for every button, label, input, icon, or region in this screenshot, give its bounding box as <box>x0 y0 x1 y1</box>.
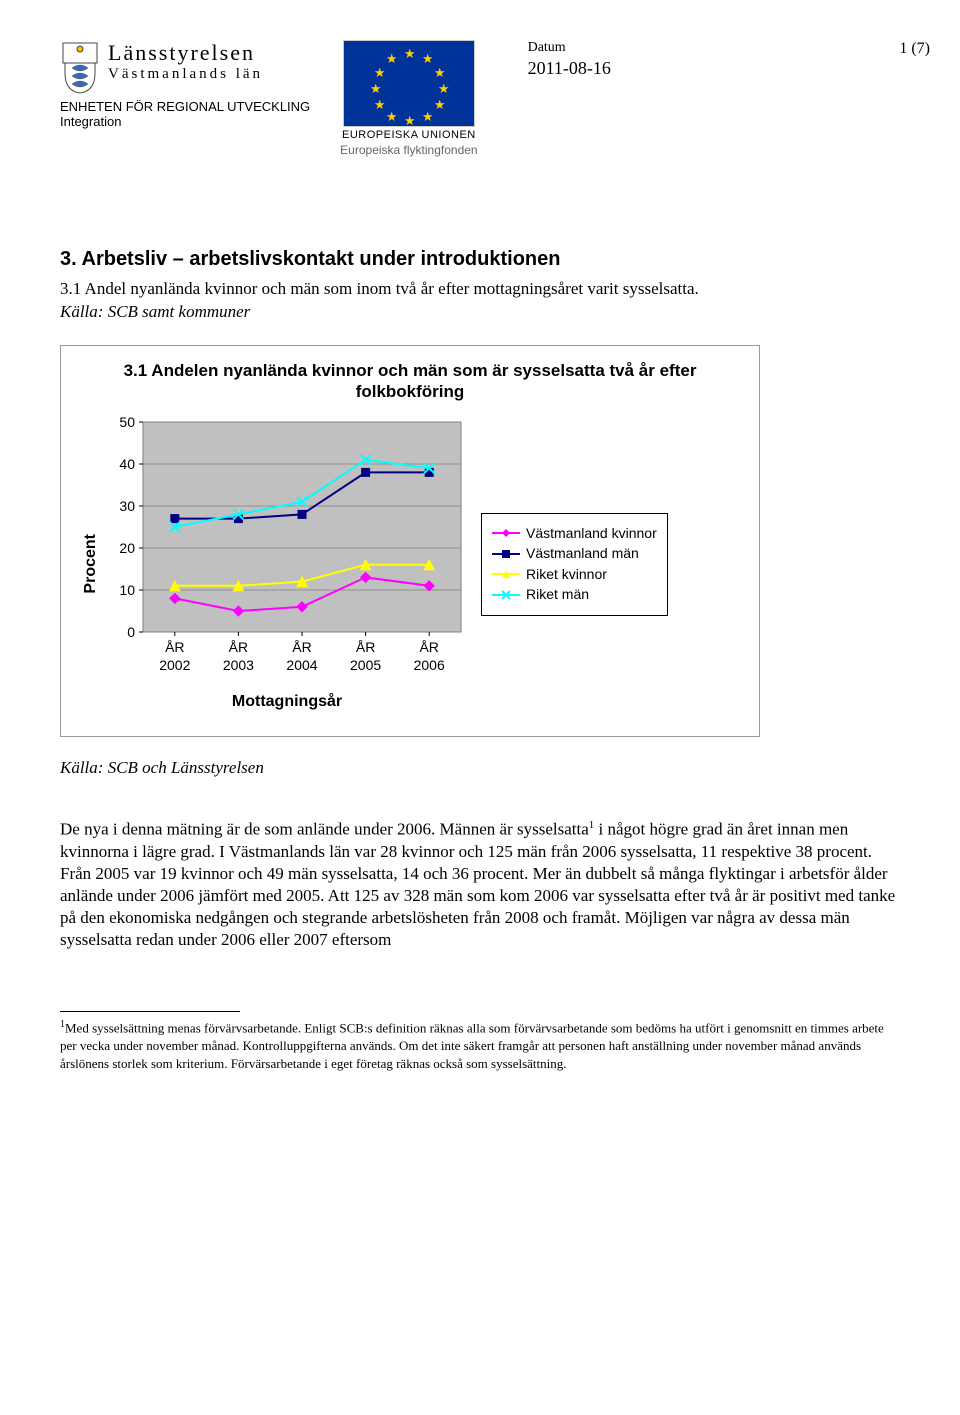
svg-text:50: 50 <box>119 416 135 430</box>
legend-label: Västmanland män <box>526 545 639 563</box>
chart-ylabel: Procent <box>81 534 101 594</box>
legend-label: Västmanland kvinnor <box>526 525 657 543</box>
svg-text:ÅR: ÅR <box>229 639 248 655</box>
svg-text:2005: 2005 <box>350 657 381 673</box>
chart-svg: 0 10 20 30 40 50 ÅR 2002 ÅR 2003 ÅR 2004 ÅR 2005 ÅR 200… <box>107 416 467 686</box>
body-p2: i något högre grad än året innan men kvi… <box>60 820 895 949</box>
source-top: Källa: SCB samt kommuner <box>60 301 900 322</box>
section-heading: 3. Arbetsliv – arbetslivskontakt under i… <box>60 247 900 272</box>
svg-text:30: 30 <box>119 498 135 514</box>
unit-line1: ENHETEN FÖR REGIONAL UTVECKLING <box>60 99 310 114</box>
lansstyrelsen-logo: Länsstyrelsen Västmanlands län <box>60 40 310 95</box>
page-number: 1 (7) <box>899 40 930 58</box>
svg-text:40: 40 <box>119 456 135 472</box>
body-p1: De nya i denna mätning är de som anlände… <box>60 820 589 839</box>
chart-legend: Västmanland kvinnor Västmanland män Riket … <box>481 513 668 616</box>
svg-text:2003: 2003 <box>223 657 254 673</box>
eu-logo: ★ ★ ★ ★ ★ ★ ★ ★ ★ ★ ★ ★ EUROPEISKA UNION… <box>340 40 477 157</box>
svg-text:20: 20 <box>119 540 135 556</box>
svg-text:2004: 2004 <box>286 657 317 673</box>
legend-item: Riket män <box>492 586 657 604</box>
legend-item: Västmanland män <box>492 545 657 563</box>
footnote: 1Med sysselsättning menas förvärvsarbeta… <box>60 1018 900 1072</box>
legend-item: Riket kvinnor <box>492 566 657 584</box>
chart-xlabel: Mottagningsår <box>107 692 467 712</box>
header: Länsstyrelsen Västmanlands län ENHETEN F… <box>60 40 900 157</box>
crest-icon <box>60 40 100 95</box>
footnote-rule <box>60 1011 240 1012</box>
body-paragraph: De nya i denna mätning är de som anlände… <box>60 818 900 951</box>
legend-item: Västmanland kvinnor <box>492 525 657 543</box>
section-subheading: 3.1 Andel nyanlända kvinnor och män som … <box>60 278 900 299</box>
eu-flag-icon: ★ ★ ★ ★ ★ ★ ★ ★ ★ ★ ★ ★ <box>343 40 475 127</box>
lansstyrelsen-title: Länsstyrelsen <box>108 40 263 66</box>
svg-text:2006: 2006 <box>414 657 445 673</box>
lansstyrelsen-subtitle: Västmanlands län <box>108 66 263 83</box>
source-bottom: Källa: SCB och Länsstyrelsen <box>60 757 900 778</box>
datum-label: Datum <box>528 40 611 56</box>
chart-title: 3.1 Andelen nyanlända kvinnor och män so… <box>81 360 739 403</box>
svg-text:ÅR: ÅR <box>419 639 438 655</box>
unit-line2: Integration <box>60 114 310 129</box>
chart-plot: 0 10 20 30 40 50 ÅR 2002 ÅR 2003 ÅR 2004 ÅR 2005 ÅR 200… <box>107 416 467 712</box>
legend-label: Riket män <box>526 586 589 604</box>
eu-line2: Europeiska flyktingfonden <box>340 143 477 157</box>
legend-label: Riket kvinnor <box>526 566 607 584</box>
svg-text:ÅR: ÅR <box>165 639 184 655</box>
eu-line1: EUROPEISKA UNIONEN <box>340 129 477 141</box>
svg-text:10: 10 <box>119 582 135 598</box>
svg-text:ÅR: ÅR <box>292 639 311 655</box>
svg-text:2002: 2002 <box>159 657 190 673</box>
svg-text:0: 0 <box>127 624 135 640</box>
datum-block: Datum 2011-08-16 <box>528 40 611 79</box>
svg-text:ÅR: ÅR <box>356 639 375 655</box>
chart-frame: 3.1 Andelen nyanlända kvinnor och män so… <box>60 345 760 738</box>
datum-value: 2011-08-16 <box>528 58 611 79</box>
footnote-text: Med sysselsättning menas förvärvsarbetan… <box>60 1021 884 1071</box>
